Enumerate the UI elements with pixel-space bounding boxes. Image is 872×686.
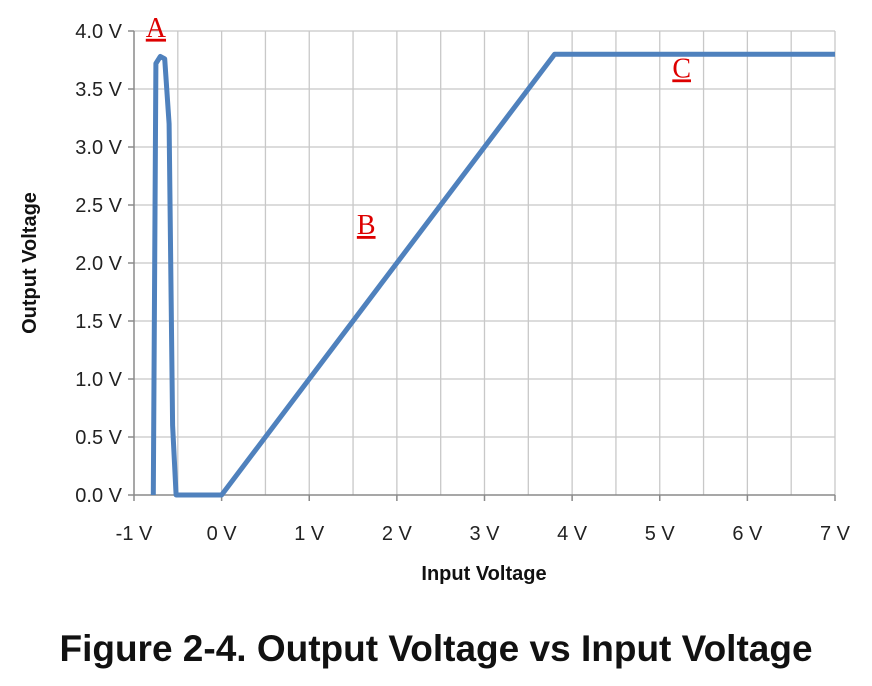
x-tick-label: 6 V — [732, 523, 763, 545]
y-tick-label: 4.0 V — [75, 21, 122, 43]
x-axis-title: Input Voltage — [421, 563, 546, 585]
x-tick-label: 4 V — [557, 523, 588, 545]
gridlines — [134, 30, 836, 495]
data-series — [150, 51, 835, 498]
y-axis-title: Output Voltage — [19, 192, 41, 334]
x-tick-label: 2 V — [382, 523, 413, 545]
y-tick-label: 1.0 V — [75, 369, 122, 391]
y-tick-label: 3.5 V — [75, 79, 122, 101]
x-tick-label: 0 V — [207, 523, 238, 545]
y-tick-label: 1.5 V — [75, 311, 122, 333]
annotations: A B C — [146, 13, 691, 241]
output-voltage-chart: 0.0 V 0.5 V 1.0 V 1.5 V 2.0 V 2.5 V 3.0 V 3.5 V… — [19, 13, 851, 585]
y-tick-label: 0.0 V — [75, 485, 122, 507]
y-tick-label: 2.0 V — [75, 253, 122, 275]
figure-caption: Figure 2-4. Output Voltage vs Input Volt… — [59, 628, 813, 669]
annotation-label: A — [146, 13, 167, 44]
tick-labels: 0.0 V 0.5 V 1.0 V 1.5 V 2.0 V 2.5 V 3.0 V 3.5 V… — [75, 21, 850, 545]
x-tick-label: 1 V — [294, 523, 325, 545]
y-tick-label: 0.5 V — [75, 427, 122, 449]
x-tick-label: 3 V — [469, 523, 500, 545]
y-tick-label: 3.0 V — [75, 137, 122, 159]
series-line — [150, 51, 835, 498]
x-tick-label: -1 V — [116, 523, 153, 545]
annotation-label: B — [357, 210, 376, 241]
y-tick-label: 2.5 V — [75, 195, 122, 217]
axes — [128, 30, 836, 501]
annotation-label: C — [672, 53, 691, 84]
x-tick-label: 5 V — [645, 523, 676, 545]
x-tick-label: 7 V — [820, 523, 851, 545]
